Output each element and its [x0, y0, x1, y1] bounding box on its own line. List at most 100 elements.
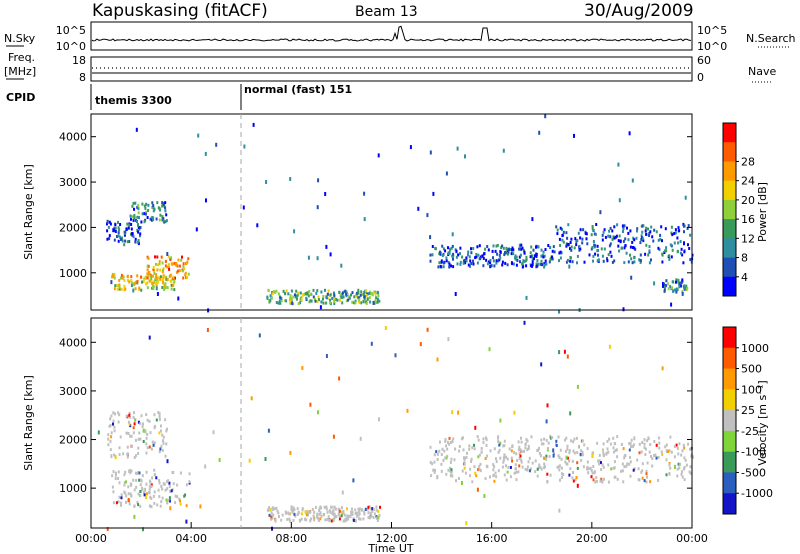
range-gate-cell [140, 414, 143, 418]
range-gate-cell [145, 451, 148, 455]
range-gate-cell [606, 447, 609, 451]
range-gate-cell [163, 284, 166, 288]
range-gate-cell [497, 469, 500, 473]
range-gate-cell [350, 293, 352, 297]
range-gate-cell [279, 296, 282, 300]
range-gate-cell [687, 442, 690, 446]
range-gate-cell [649, 480, 652, 484]
range-gate-cell [678, 442, 681, 446]
range-gate-cell [623, 224, 626, 228]
range-gate-cell [145, 436, 148, 440]
range-gate-cell [134, 438, 137, 442]
range-gate-cell [517, 440, 520, 444]
range-gate-cell [508, 447, 511, 451]
range-gate-cell [576, 261, 578, 265]
range-gate-cell [586, 447, 589, 451]
range-gate-cell [633, 246, 636, 250]
range-gate-cell [511, 248, 513, 252]
range-gate-cell [558, 464, 561, 468]
range-gate-cell [638, 451, 641, 455]
range-gate-cell [608, 229, 611, 233]
range-gate-cell [682, 224, 685, 228]
range-gate-cell [639, 260, 642, 264]
range-gate-cell [305, 296, 308, 300]
range-gate-cell [156, 278, 159, 282]
range-gate-cell [492, 244, 495, 248]
range-gate-cell [478, 468, 481, 471]
range-gate-cell [271, 292, 274, 296]
range-gate-cell [668, 449, 671, 453]
range-gate-cell [119, 223, 122, 226]
range-gate-cell [128, 413, 131, 417]
range-gate-cell [565, 242, 568, 246]
range-gate-cell [336, 298, 339, 302]
range-gate-cell [153, 468, 156, 472]
y-tick-label: 2000 [59, 434, 87, 447]
colorbar-swatch [723, 347, 736, 369]
range-gate-cell [663, 289, 666, 293]
range-gate-cell [623, 246, 626, 250]
range-gate-cell [167, 499, 170, 502]
range-gate-cell [442, 458, 445, 462]
range-gate-cell [497, 450, 500, 454]
range-gate-cell [158, 412, 161, 416]
range-gate-cell [555, 439, 558, 443]
range-gate-cell [459, 246, 462, 250]
range-gate-cell [368, 505, 371, 509]
range-gate-cell [139, 490, 142, 493]
range-gate-cell [576, 461, 579, 465]
range-gate-cell [495, 460, 498, 464]
range-gate-cell [113, 273, 116, 277]
range-gate-cell [378, 514, 381, 518]
range-gate-cell [468, 255, 471, 259]
range-gate-cell [248, 458, 251, 463]
range-gate-cell [440, 469, 443, 473]
range-gate-cell [117, 470, 120, 474]
range-gate-cell [568, 459, 571, 463]
range-gate-cell [370, 514, 373, 518]
range-gate-cell [120, 501, 123, 505]
range-gate-cell [301, 507, 304, 511]
range-gate-cell [144, 206, 147, 210]
range-gate-cell [156, 263, 159, 267]
range-gate-cell [559, 250, 562, 254]
range-gate-cell [674, 228, 677, 232]
range-gate-cell [434, 247, 437, 251]
range-gate-cell [145, 202, 148, 206]
range-gate-cell [172, 482, 175, 486]
range-gate-cell [199, 504, 202, 509]
range-gate-cell [145, 442, 148, 446]
range-gate-cell [301, 366, 304, 370]
range-gate-cell [158, 479, 161, 482]
range-gate-cell [589, 466, 592, 470]
colorbar-swatch [723, 472, 736, 494]
range-gate-cell [267, 428, 270, 433]
range-gate-cell [143, 204, 146, 208]
range-gate-cell [590, 233, 593, 237]
range-gate-cell [581, 439, 584, 443]
range-gate-cell [275, 289, 278, 293]
range-gate-cell [685, 288, 688, 292]
range-gate-cell [509, 475, 512, 479]
range-gate-cell [204, 464, 207, 469]
range-gate-cell [503, 453, 506, 457]
range-gate-cell [610, 467, 613, 471]
range-gate-cell [139, 226, 142, 229]
range-gate-cell [130, 482, 133, 486]
range-gate-cell [132, 218, 135, 222]
range-gate-cell [146, 272, 149, 276]
range-gate-cell [161, 261, 164, 265]
range-gate-cell [581, 241, 584, 245]
range-gate-cell [110, 435, 113, 439]
range-gate-cell [108, 234, 111, 238]
range-gate-cell [349, 515, 352, 519]
nsky-tick-bottom: 10^0 [56, 40, 86, 53]
range-gate-cell [511, 459, 514, 463]
range-gate-cell [345, 292, 348, 296]
range-gate-cell [169, 279, 172, 283]
range-gate-cell [325, 505, 328, 509]
range-gate-cell [429, 259, 432, 263]
range-gate-cell [678, 282, 681, 286]
range-gate-cell [429, 460, 432, 464]
range-gate-cell [299, 291, 302, 295]
